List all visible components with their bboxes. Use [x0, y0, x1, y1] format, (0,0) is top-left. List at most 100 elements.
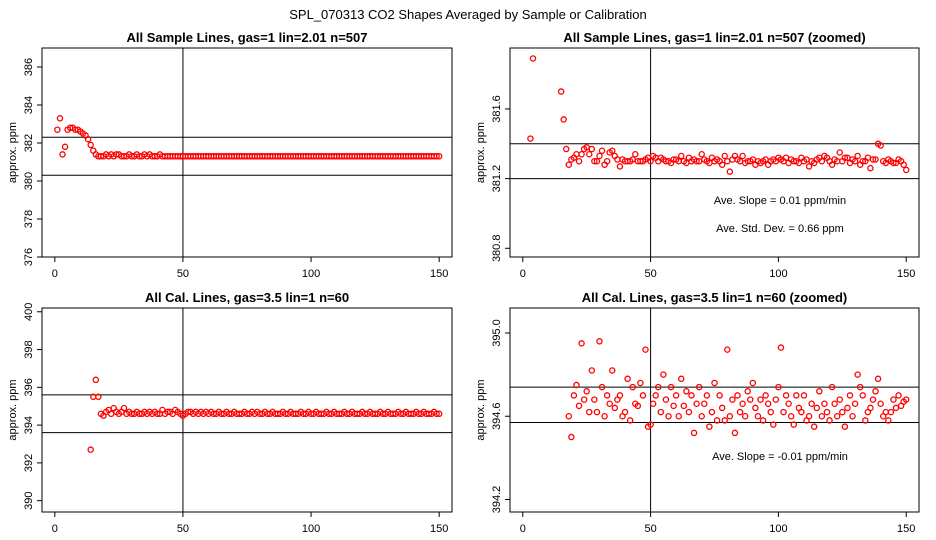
data-point	[568, 433, 575, 441]
data-point	[708, 408, 716, 416]
data-point	[887, 408, 895, 416]
data-point	[844, 404, 851, 412]
data-point	[56, 115, 64, 122]
data-point	[877, 142, 884, 149]
y-tick-label: 378	[23, 210, 35, 228]
data-point	[862, 417, 869, 424]
x-tick-label: 150	[430, 523, 448, 535]
data-point	[87, 446, 94, 453]
y-tick-label: 381.2	[491, 165, 503, 193]
y-tick-label: 394.2	[491, 486, 503, 514]
data-point	[877, 400, 884, 408]
annotation: Ave. Slope = 0.01 ppm/min	[714, 195, 846, 207]
data-point	[793, 392, 800, 399]
data-point	[739, 152, 746, 160]
data-point	[603, 392, 611, 399]
data-point	[585, 150, 593, 158]
x-tick-label: 50	[644, 268, 656, 280]
x-tick-label: 150	[430, 268, 448, 280]
data-point	[588, 145, 596, 153]
data-point	[846, 392, 854, 399]
data-point	[718, 404, 726, 412]
data-point	[59, 151, 66, 158]
data-point	[593, 157, 601, 165]
x-tick-label: 0	[520, 523, 526, 535]
data-point	[603, 157, 611, 165]
data-point	[757, 396, 764, 403]
x-tick-label: 100	[302, 523, 320, 535]
data-point	[670, 402, 677, 410]
data-point	[92, 376, 100, 384]
data-point	[890, 396, 897, 403]
x-tick-label: 100	[302, 268, 320, 280]
data-point	[721, 152, 728, 160]
data-point	[675, 412, 682, 420]
data-point	[747, 396, 754, 403]
data-point	[685, 408, 693, 416]
data-point	[726, 412, 734, 420]
data-point	[54, 126, 61, 133]
data-point	[867, 164, 874, 172]
plot-frame	[509, 47, 920, 258]
x-tick-label: 0	[52, 268, 58, 280]
data-point	[856, 383, 864, 391]
y-tick-label: 380	[23, 172, 35, 190]
data-points	[87, 376, 443, 453]
chart-title: All Sample Lines, gas=1 lin=2.01 n=507 (…	[563, 30, 865, 45]
data-point	[782, 392, 790, 399]
data-point	[706, 423, 713, 430]
data-point	[800, 392, 808, 399]
data-point	[828, 383, 836, 391]
data-point	[701, 400, 708, 408]
chart-panel-3: All Cal. Lines, gas=3.5 lin=1 n=60 0 50 100…	[7, 290, 453, 535]
data-point	[606, 400, 613, 408]
data-point	[84, 135, 92, 143]
data-point	[726, 168, 734, 175]
plot-frame	[41, 47, 453, 258]
data-point	[562, 145, 570, 153]
data-point	[698, 412, 705, 420]
plot-frame	[41, 307, 453, 513]
chart-title: All Cal. Lines, gas=3.5 lin=1 n=60 (zoom…	[582, 290, 848, 305]
y-tick-label: 395.0	[491, 319, 503, 347]
x-tick-label: 0	[520, 268, 526, 280]
data-point	[621, 408, 629, 416]
data-point	[813, 404, 821, 412]
data-point	[95, 393, 102, 401]
data-point	[790, 421, 797, 428]
data-point	[711, 379, 718, 387]
data-point	[734, 392, 741, 399]
data-point	[902, 166, 910, 174]
x-tick-label: 50	[177, 268, 189, 280]
data-point	[583, 388, 590, 395]
data-point	[693, 157, 700, 165]
data-point	[854, 371, 861, 378]
data-point	[890, 159, 897, 167]
data-point	[724, 157, 731, 165]
y-tick-label: 382	[23, 134, 35, 152]
data-point	[841, 154, 849, 161]
data-point	[785, 400, 792, 408]
data-point	[609, 367, 616, 374]
data-point	[808, 400, 815, 408]
data-point	[575, 402, 583, 410]
data-point	[616, 392, 624, 399]
data-point	[578, 150, 585, 158]
data-point	[591, 396, 598, 403]
data-point	[805, 163, 813, 170]
x-tick-label: 150	[897, 268, 915, 280]
y-tick-label: 381.6	[491, 95, 503, 123]
y-axis-label: approx. ppm	[7, 122, 19, 183]
plot-frame	[509, 307, 920, 513]
data-point	[560, 116, 567, 123]
chart-title: All Cal. Lines, gas=3.5 lin=1 n=60	[145, 290, 349, 305]
data-point	[585, 408, 593, 416]
y-tick-label: 380.8	[491, 235, 503, 263]
y-tick-label: 392	[23, 454, 35, 472]
data-point	[433, 410, 440, 418]
data-point	[821, 400, 828, 408]
data-point	[867, 404, 874, 412]
data-point	[836, 396, 844, 403]
data-point	[598, 383, 606, 391]
data-point	[895, 392, 902, 399]
